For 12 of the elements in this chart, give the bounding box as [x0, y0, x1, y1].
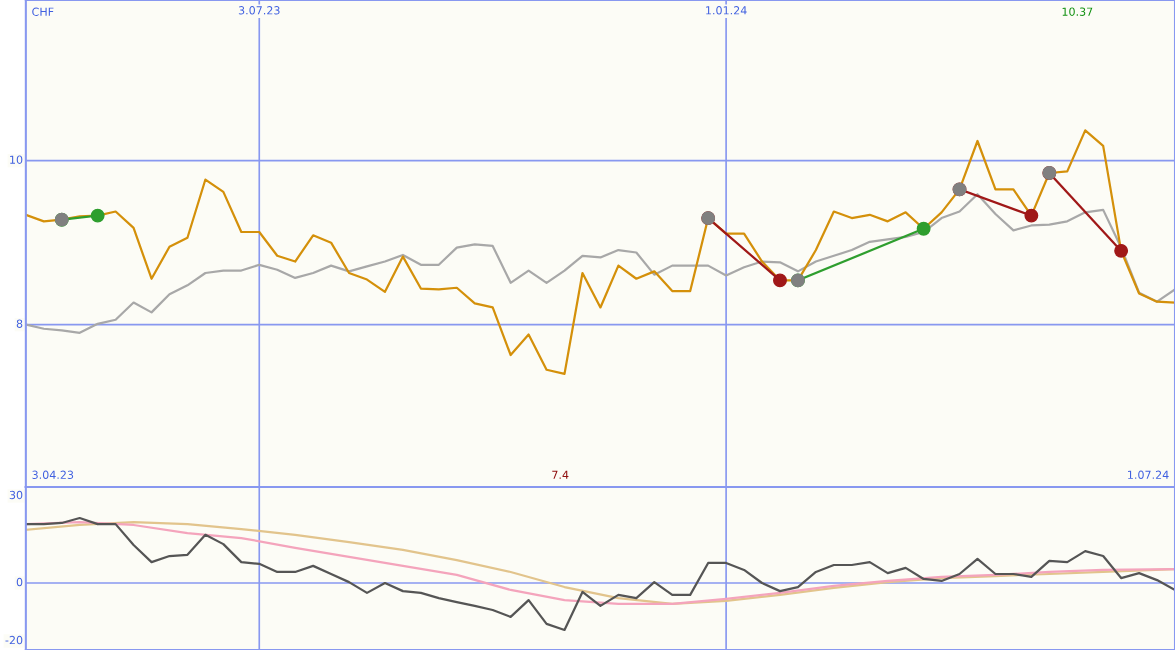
y-tick-label: 30 — [9, 490, 23, 500]
y-tick-label: -20 — [5, 635, 23, 645]
annotation: 1.07.24 — [1128, 470, 1169, 479]
y-tick-label: 10 — [10, 155, 23, 164]
x-tick-label: 3.07.23 — [238, 6, 280, 15]
y-axis-title: CHF — [32, 7, 54, 16]
annotation: 3.04.23 — [32, 470, 74, 479]
y-tick-label: 0 — [16, 577, 23, 587]
y-tick-label: 8 — [16, 319, 23, 328]
x-tick-label: 1.01.24 — [706, 6, 747, 15]
annotation: 10.37 — [1062, 7, 1093, 16]
annotation: 7.4 — [552, 470, 569, 479]
